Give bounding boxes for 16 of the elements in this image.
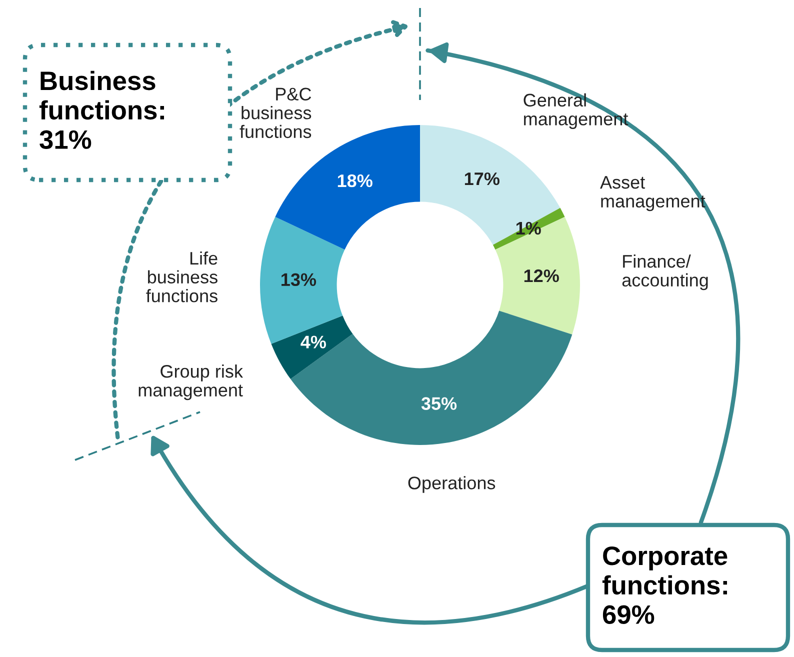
donut-slice	[495, 216, 580, 334]
text: Corporate functions: 69%	[602, 546, 728, 624]
data-label: 13%	[282, 273, 316, 286]
slice-label: Operations	[408, 476, 496, 493]
slice-label: Finance/ accounting	[622, 254, 708, 290]
donut-slice	[271, 316, 353, 380]
text: Business functions: 31%	[39, 70, 164, 149]
donut-slice	[290, 310, 572, 445]
slice-label: Group risk management	[138, 364, 244, 400]
slice-label: Life business functions	[146, 251, 218, 302]
data-label: 4%	[300, 336, 326, 348]
slice-label: P&C business functions	[240, 88, 312, 138]
data-label: 12%	[524, 269, 559, 282]
data-label: 35%	[421, 397, 457, 410]
data-label: 18%	[338, 174, 372, 188]
data-label: 17%	[464, 172, 500, 186]
